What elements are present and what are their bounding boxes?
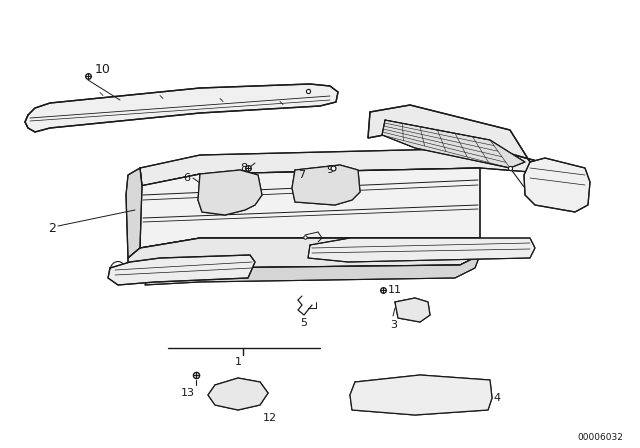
Polygon shape bbox=[140, 168, 480, 248]
Polygon shape bbox=[368, 105, 540, 162]
Text: 00006032: 00006032 bbox=[577, 434, 623, 443]
Polygon shape bbox=[524, 158, 590, 212]
Text: 11: 11 bbox=[388, 285, 402, 295]
Polygon shape bbox=[145, 255, 480, 285]
Polygon shape bbox=[108, 255, 255, 285]
Polygon shape bbox=[140, 148, 540, 186]
Text: 7: 7 bbox=[298, 170, 305, 180]
Text: 9: 9 bbox=[326, 165, 333, 175]
Text: 5: 5 bbox=[300, 318, 307, 328]
Polygon shape bbox=[25, 84, 338, 132]
Text: 2: 2 bbox=[48, 222, 56, 235]
Text: 3: 3 bbox=[390, 320, 397, 330]
Polygon shape bbox=[395, 298, 430, 322]
Text: 8: 8 bbox=[240, 163, 247, 173]
Text: 13: 13 bbox=[181, 388, 195, 398]
Text: 12: 12 bbox=[263, 413, 277, 423]
Polygon shape bbox=[126, 168, 142, 258]
Polygon shape bbox=[208, 378, 268, 410]
Text: 6: 6 bbox=[183, 173, 190, 183]
Polygon shape bbox=[198, 170, 262, 215]
Polygon shape bbox=[292, 165, 360, 205]
Polygon shape bbox=[128, 238, 480, 272]
Polygon shape bbox=[308, 238, 535, 262]
Polygon shape bbox=[382, 120, 525, 168]
Text: 1: 1 bbox=[234, 357, 241, 367]
Text: 10: 10 bbox=[95, 63, 111, 76]
Text: 4: 4 bbox=[493, 393, 500, 403]
Polygon shape bbox=[350, 375, 492, 415]
